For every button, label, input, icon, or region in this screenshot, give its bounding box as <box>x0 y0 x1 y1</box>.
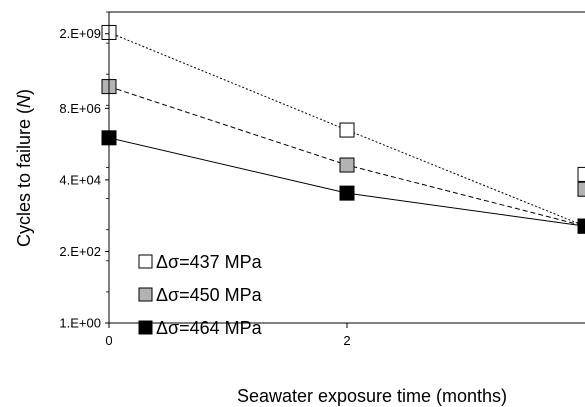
y-axis-label: Cycles to failure (N) <box>14 89 34 247</box>
x-tick-label: 2 <box>343 333 350 348</box>
legend-swatch <box>138 254 153 269</box>
series-1 <box>101 79 585 234</box>
x-tick-label: 0 <box>105 333 112 348</box>
x-axis-label: Seawater exposure time (months) <box>237 386 507 406</box>
series-line <box>108 86 585 227</box>
series-0 <box>101 24 585 234</box>
legend-label: Δσ=464 MPa <box>156 318 263 338</box>
y-tick-label: 4.E+04 <box>59 172 101 187</box>
y-axis-label-close: ) <box>14 89 34 95</box>
legend-swatch <box>138 320 153 335</box>
data-point <box>339 185 355 201</box>
y-tick-label: 2.E+09 <box>59 26 101 41</box>
data-point <box>339 122 355 138</box>
legend-label: Δσ=450 MPa <box>156 285 263 305</box>
y-tick-label: 2.E+02 <box>59 244 101 259</box>
data-point <box>339 157 355 173</box>
ticks-layer: 1.E+00 2.E+02 4.E+04 8.E+06 2.E+09 0 2 <box>59 11 351 348</box>
legend-label: Δσ=437 MPa <box>156 252 263 272</box>
y-axis-label-var: N <box>14 94 34 108</box>
data-point <box>577 166 585 182</box>
y-axis-label-main: Cycles to failure ( <box>14 108 34 247</box>
data-point <box>577 218 585 234</box>
legend: Δσ=437 MPa Δσ=450 MPa Δσ=464 MPa <box>138 252 263 338</box>
series-line <box>108 137 585 227</box>
data-point <box>577 181 585 197</box>
series-layer <box>101 24 585 234</box>
legend-swatch <box>138 287 153 302</box>
series-2 <box>101 130 585 234</box>
y-tick-label: 1.E+00 <box>59 316 101 331</box>
y-tick-label: 8.E+06 <box>59 101 101 116</box>
